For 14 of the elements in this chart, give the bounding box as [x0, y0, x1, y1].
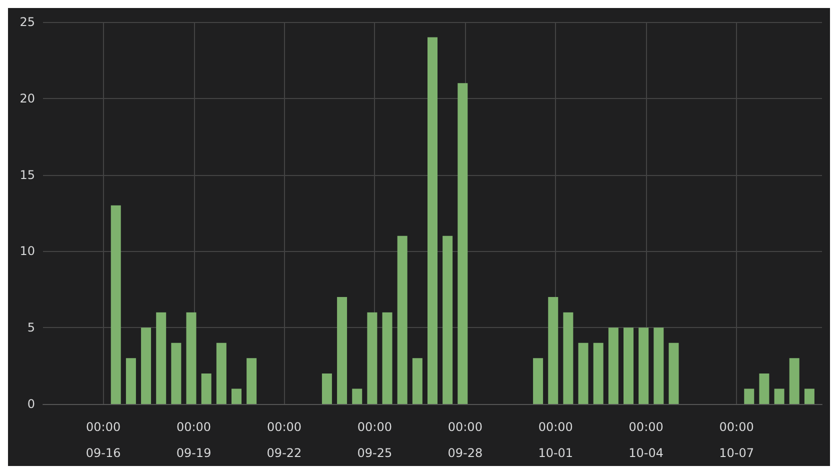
x-tick-label: 00:00 09-19: [176, 420, 212, 460]
x-tick-label: 00:00 10-04: [628, 420, 664, 460]
x-tick-label: 00:00 09-16: [86, 420, 121, 460]
x-tick-label: 00:00 10-07: [719, 420, 754, 460]
x-tick-label: 00:00 09-22: [266, 420, 302, 460]
y-tick-label: 0: [27, 397, 35, 411]
x-tick-label: 00:00 09-25: [357, 420, 392, 460]
x-tick-label: 00:00 09-28: [448, 420, 483, 460]
y-tick-label: 20: [20, 91, 35, 106]
y-tick-label: 10: [20, 244, 35, 258]
y-tick-label: 15: [20, 168, 35, 182]
x-tick-label: 00:00 10-01: [538, 420, 574, 460]
y-tick-label: 5: [27, 320, 35, 335]
y-tick-label: 25: [20, 15, 35, 29]
